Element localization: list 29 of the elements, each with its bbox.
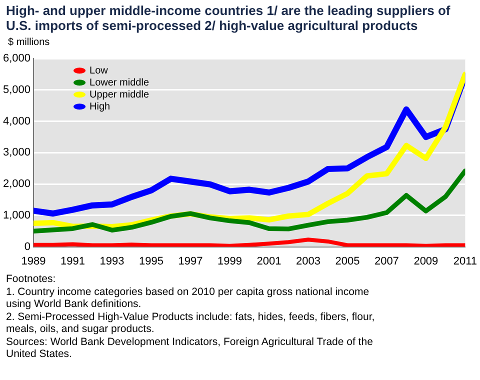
chart-title: High- and upper middle-income countries 1/ are the leading suppliers of U.S. imports of semi-processed 2/ high-value agricultural products	[5, 2, 452, 33]
source-note: Sources: World Bank Development Indicators, Foreign Agricultural Trade of the United States.	[6, 336, 374, 360]
x-tick-label: 1997	[178, 255, 203, 268]
x-tick-label: 1995	[139, 255, 164, 268]
y-tick-label: 6,000	[2, 52, 31, 65]
y-tick-label: 3,000	[2, 146, 31, 159]
x-tick-label: 2009	[414, 255, 438, 268]
y-tick-label: 2,000	[2, 178, 31, 190]
x-tick-label: 2003	[296, 255, 320, 268]
x-tick-label: 2005	[335, 255, 360, 268]
x-tick-label: 2011	[453, 255, 477, 268]
y-axis-title: $ millions	[7, 36, 51, 49]
x-tick-label: 2001	[256, 255, 282, 268]
text: Footnotes:	[6, 273, 57, 286]
x-tick-label: 1989	[21, 255, 46, 268]
x-tick-label: 1993	[100, 255, 124, 268]
text: 1. Country income categories based on 2010 per capita gross national income using World Bank definitions.	[6, 286, 370, 310]
text: 2. Semi-Processed High-Value Products include: fats, hides, feeds, fibers, flour, meals, oils, and sugar products.	[6, 310, 376, 336]
legend-label: High	[90, 101, 110, 112]
legend-label: Lower middle	[90, 77, 150, 88]
x-tick-label: 2007	[374, 255, 399, 268]
legend-label: Upper middle	[90, 89, 150, 100]
x-tick-label: 1999	[217, 255, 242, 268]
y-tick-label: 1,000	[2, 209, 31, 222]
y-tick-label: 5,000	[2, 84, 31, 96]
legend-label: Low	[90, 65, 109, 76]
x-tick-label: 1991	[60, 255, 86, 268]
y-tick-label: 4,000	[2, 115, 31, 128]
y-tick-label: 0	[24, 240, 31, 253]
